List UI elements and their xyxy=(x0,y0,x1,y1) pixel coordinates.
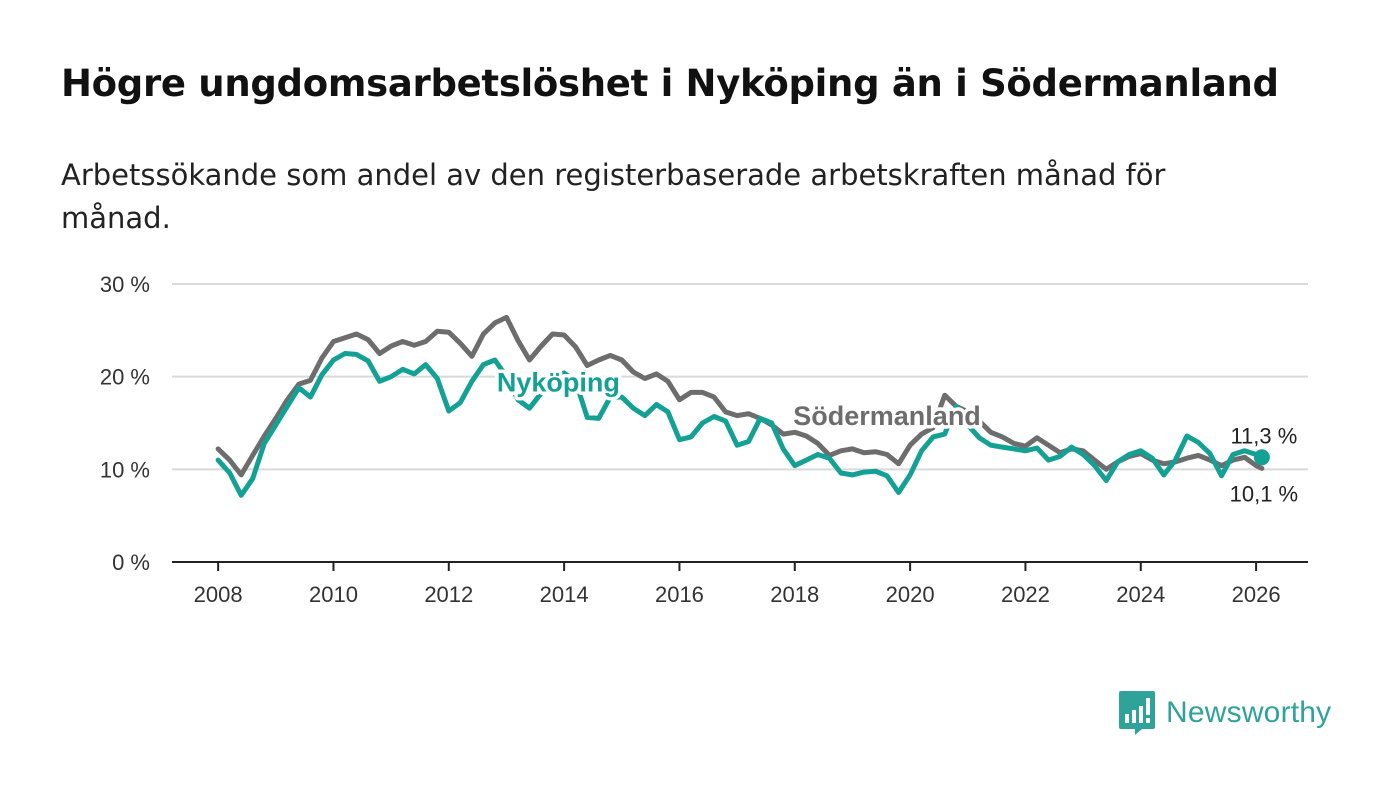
y-tick-label: 10 % xyxy=(100,457,150,482)
x-tick-label: 2014 xyxy=(540,582,589,607)
series-line-sodermanland xyxy=(215,314,1265,478)
newsworthy-logo-icon xyxy=(1119,691,1155,735)
y-tick-label: 30 % xyxy=(100,272,150,297)
chart-title: Högre ungdomsarbetslöshet i Nyköping än … xyxy=(61,62,1279,105)
x-tick-label: 2024 xyxy=(1116,582,1165,607)
sodermanland-end-value: 10,1 % xyxy=(1230,481,1299,506)
grid-layer xyxy=(172,283,1308,571)
x-tick-label: 2020 xyxy=(886,582,935,607)
nykoping-end-value: 11,3 % xyxy=(1230,423,1297,448)
nykoping-end-dot xyxy=(1253,449,1270,466)
newsworthy-brand[interactable]: Newsworthy xyxy=(1118,689,1331,737)
series-layer xyxy=(215,314,1270,498)
series-line-nykoping xyxy=(215,351,1265,498)
series-label-nykoping: Nyköping xyxy=(497,367,620,397)
x-tick-label: 2026 xyxy=(1232,582,1281,607)
x-tick-label: 2016 xyxy=(655,582,704,607)
x-tick-label: 2010 xyxy=(309,582,358,607)
x-tick-label: 2012 xyxy=(424,582,473,607)
chart-subtitle: Arbetssökande som andel av den registerb… xyxy=(61,158,1166,235)
x-tick-label: 2018 xyxy=(770,582,819,607)
x-tick-label: 2022 xyxy=(1001,582,1050,607)
x-tick-label: 2008 xyxy=(194,582,243,607)
y-tick-label: 20 % xyxy=(100,365,150,390)
y-tick-label: 0 % xyxy=(112,550,150,575)
label-layer: 0 % 10 % 20 % 30 % 2008 2010 2012 2014 2016 2018 2… xyxy=(100,272,1301,607)
series-label-sodermanland: Södermanland xyxy=(793,401,981,431)
brand-name: Newsworthy xyxy=(1166,696,1332,729)
